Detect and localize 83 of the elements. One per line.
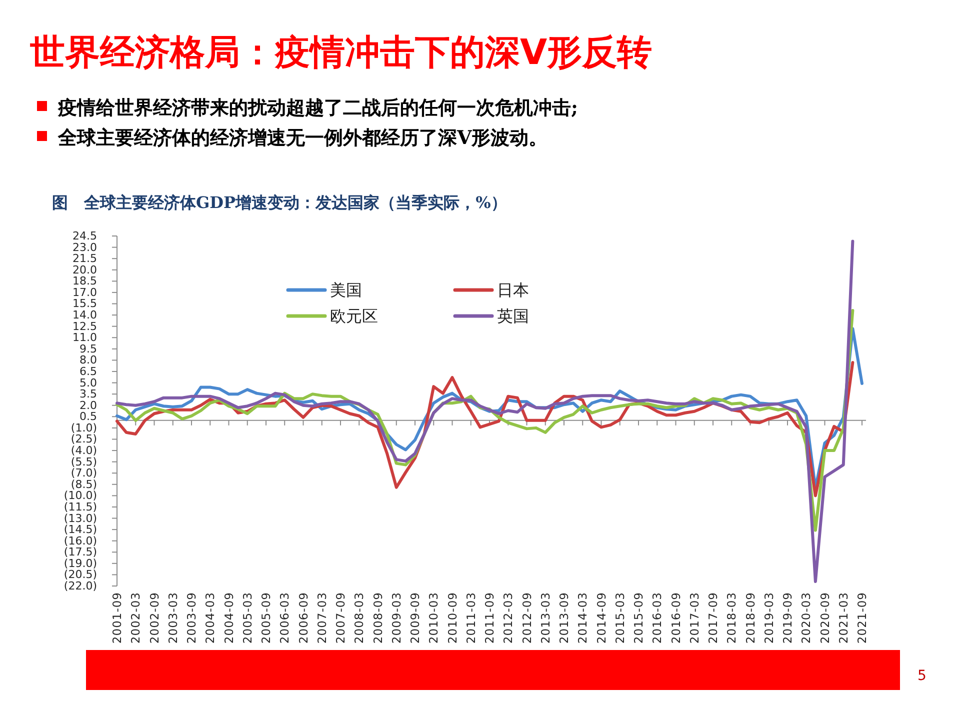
y-tick-label: 5.0 bbox=[80, 376, 97, 390]
x-tick-label: 2019-03 bbox=[762, 592, 776, 644]
y-tick-label: (2.5) bbox=[70, 432, 97, 446]
x-tick-label: 2018-09 bbox=[743, 592, 758, 644]
x-tick-label: 2017-03 bbox=[687, 592, 702, 644]
y-tick-label: 6.5 bbox=[80, 364, 97, 378]
x-tick-label: 2021-03 bbox=[836, 592, 850, 644]
y-tick-label: (13.0) bbox=[64, 512, 97, 525]
x-tick-label: 2007-09 bbox=[334, 592, 348, 644]
y-tick-label: (16.0) bbox=[64, 534, 97, 548]
x-tick-label: 2003-09 bbox=[184, 592, 198, 644]
x-tick-label: 2003-03 bbox=[166, 592, 180, 644]
x-tick-label: 2013-09 bbox=[557, 592, 571, 644]
y-tick-label: (7.0) bbox=[70, 466, 97, 480]
x-tick-label: 2002-03 bbox=[128, 592, 143, 644]
text: 全球主要经济体的经济增速无一例外都经历了深V形波动。 bbox=[57, 127, 548, 149]
y-tick-label: 9.5 bbox=[80, 342, 97, 356]
chart-subtitle: 图 全球主要经济体GDP增速变动：发达国家（当季实际，%） bbox=[52, 193, 507, 212]
x-tick-label: 2004-09 bbox=[222, 592, 236, 644]
y-tick-label: 24.5 bbox=[72, 230, 97, 242]
y-tick-label: 2.0 bbox=[80, 398, 97, 412]
x-tick-label: 2014-03 bbox=[576, 592, 590, 644]
y-tick-label: 17.0 bbox=[72, 286, 97, 299]
x-tick-label: 2020-09 bbox=[818, 592, 832, 644]
y-tick-label: 3.5 bbox=[80, 388, 97, 401]
y-tick-label: (17.5) bbox=[64, 546, 97, 559]
y-tick-label: (4.0) bbox=[70, 444, 97, 458]
x-tick-label: 2006-03 bbox=[278, 592, 292, 644]
x-tick-label: 2012-09 bbox=[520, 592, 534, 644]
x-tick-label: 2021-09 bbox=[855, 592, 869, 644]
x-tick-label: 2012-03 bbox=[501, 592, 516, 644]
x-tick-label: 2016-09 bbox=[668, 592, 683, 644]
y-tick-label: 18.5 bbox=[72, 274, 97, 288]
y-tick-label: 12.5 bbox=[72, 320, 97, 333]
y-tick-label: 11.0 bbox=[72, 331, 97, 344]
x-tick-label: 2019-09 bbox=[780, 592, 794, 644]
y-tick-label: (19.0) bbox=[64, 556, 97, 570]
y-tick-label: (22.0) bbox=[64, 580, 97, 592]
x-tick-label: 2016-03 bbox=[650, 592, 664, 644]
line-series bbox=[116, 240, 854, 583]
x-tick-label: 2005-03 bbox=[240, 592, 254, 644]
y-tick-label: 0.5 bbox=[80, 410, 97, 424]
x-tick-label: 2018-03 bbox=[724, 592, 739, 644]
y-tick-label: (1.0) bbox=[70, 421, 97, 434]
x-tick-label: 2009-03 bbox=[389, 592, 404, 644]
x-tick-label: 2020-03 bbox=[799, 592, 814, 644]
x-tick-label: 2011-09 bbox=[482, 592, 496, 644]
x-tick-label: 2008-03 bbox=[352, 592, 366, 644]
text: 5 bbox=[918, 668, 926, 684]
x-tick-label: 2004-03 bbox=[203, 592, 218, 644]
x-tick-label: 2014-09 bbox=[594, 592, 608, 644]
y-tick-label: 14.0 bbox=[72, 308, 97, 322]
y-tick-label: 8.0 bbox=[80, 354, 97, 367]
y-tick-label: (10.0) bbox=[64, 489, 97, 502]
y-tick-label: (20.5) bbox=[64, 568, 97, 582]
legend-label: 日本 bbox=[497, 280, 529, 300]
x-tick-label: 2005-09 bbox=[259, 592, 273, 644]
x-tick-label: 2010-03 bbox=[426, 592, 441, 644]
x-tick-label: 2017-09 bbox=[706, 592, 720, 644]
x-tick-label: 2013-03 bbox=[538, 592, 552, 644]
legend-label: 英国 bbox=[497, 306, 529, 326]
y-tick-label: (5.5) bbox=[70, 455, 97, 468]
legend-label: 美国 bbox=[330, 280, 362, 300]
text: 疫情给世界经济带来的扰动超越了二战后的任何一次危机冲击; bbox=[57, 97, 578, 119]
x-tick-label: 2006-09 bbox=[296, 592, 310, 644]
y-tick-label: (8.5) bbox=[70, 478, 97, 491]
x-tick-label: 2015-03 bbox=[612, 592, 627, 644]
x-tick-label: 2015-09 bbox=[632, 592, 646, 644]
y-tick-label: 20.0 bbox=[72, 263, 97, 276]
legend-label: 欧元区 bbox=[330, 306, 378, 326]
y-tick-label: (11.5) bbox=[64, 500, 97, 514]
y-tick-label: (14.5) bbox=[64, 523, 97, 536]
x-tick-label: 2009-09 bbox=[408, 592, 422, 644]
y-tick-label: 23.0 bbox=[72, 240, 97, 254]
chart-title: 世界经济格局：疫情冲击下的深V形反转 bbox=[29, 33, 652, 73]
x-tick-label: 2010-09 bbox=[445, 592, 460, 644]
y-tick-label: 21.5 bbox=[72, 252, 97, 266]
x-tick-label: 2002-09 bbox=[147, 592, 162, 644]
x-tick-label: 2001-09 bbox=[110, 592, 124, 644]
x-tick-label: 2011-03 bbox=[464, 592, 478, 644]
x-tick-label: 2008-09 bbox=[370, 592, 385, 644]
x-tick-label: 2007-03 bbox=[314, 592, 329, 644]
y-tick-label: 15.5 bbox=[72, 297, 97, 310]
